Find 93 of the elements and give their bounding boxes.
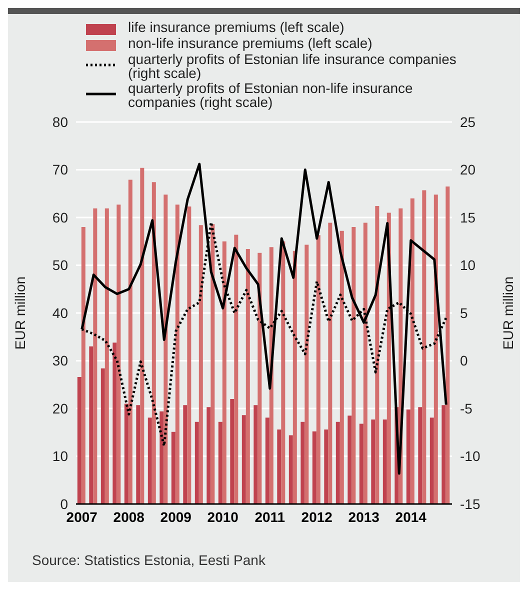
bar — [183, 405, 188, 504]
bar — [324, 430, 328, 504]
bar — [359, 424, 364, 504]
bar — [100, 368, 105, 504]
x-tick-label: 2011 — [254, 508, 286, 525]
bar — [312, 431, 316, 504]
y2-tick-label: 10 — [460, 257, 476, 274]
bar — [418, 407, 422, 504]
bar — [254, 405, 258, 504]
x-tick-label: 2008 — [113, 508, 145, 525]
bar — [148, 418, 152, 504]
y2-tick-label: -10 — [460, 448, 480, 464]
bar — [140, 168, 144, 504]
y-tick-label: 30 — [52, 352, 68, 369]
bar — [160, 411, 164, 504]
bar — [112, 342, 117, 504]
x-tick-label: 2014 — [395, 508, 427, 525]
bar — [222, 241, 226, 504]
bar — [304, 244, 309, 504]
bar — [116, 204, 121, 504]
bar — [187, 206, 192, 504]
bar — [336, 422, 340, 504]
bar — [242, 415, 246, 504]
legend-label: quarterly profits of Estonian life insurance companies (right scale) — [128, 51, 458, 81]
y-tick-label: 0 — [60, 496, 68, 512]
legend-label: life insurance premiums (left scale) — [128, 19, 344, 35]
y2-tick-label: 20 — [460, 162, 476, 178]
bar — [292, 250, 297, 504]
y2-tick-label: -5 — [460, 400, 473, 416]
legend-label: non-life insurance premiums (left scale) — [128, 35, 372, 51]
x-tick-label: 2010 — [207, 508, 239, 525]
bar — [446, 186, 450, 504]
bar — [340, 230, 344, 504]
y-tick-label: 80 — [52, 114, 68, 130]
bar — [316, 235, 320, 504]
bar — [175, 204, 180, 504]
bar — [81, 227, 86, 504]
y-tick-label: 70 — [52, 162, 68, 178]
bar — [218, 422, 222, 504]
x-tick-label: 2012 — [301, 508, 333, 525]
bar — [382, 419, 387, 504]
bar — [371, 419, 376, 504]
y2-tick-label: 25 — [460, 114, 476, 130]
x-tick-label: 2013 — [348, 508, 380, 525]
bar — [288, 435, 293, 504]
bar — [410, 198, 414, 504]
bar — [434, 194, 438, 504]
bar — [265, 418, 270, 504]
bar — [246, 249, 250, 504]
bar — [277, 430, 282, 504]
legend-label: quarterly profits of Estonian non-life insurance companies (right scale) — [128, 80, 414, 110]
bar — [328, 222, 332, 504]
bar — [258, 252, 262, 504]
y2-tick-label: 0 — [460, 352, 468, 369]
bar — [430, 418, 434, 504]
y2-axis-title: EUR million — [500, 276, 516, 350]
bar — [93, 208, 98, 504]
y-tick-label: 40 — [52, 304, 68, 321]
bar — [422, 190, 426, 504]
bar — [198, 225, 203, 504]
bar — [234, 234, 238, 504]
x-tick-label: 2007 — [66, 508, 98, 525]
y-axis-title: EUR million — [12, 276, 28, 350]
bar — [352, 227, 356, 504]
bar — [128, 180, 132, 504]
y-tick-label: 20 — [52, 400, 68, 416]
y-tick-label: 60 — [52, 209, 68, 226]
bar — [348, 416, 352, 504]
y-tick-label: 10 — [52, 448, 68, 464]
bar — [300, 422, 305, 504]
bar — [210, 224, 215, 504]
bar — [152, 182, 156, 504]
x-tick-label: 2009 — [160, 508, 192, 525]
y2-tick-label: 5 — [460, 304, 468, 321]
bar — [124, 404, 128, 504]
bar — [363, 222, 368, 504]
bar — [206, 407, 211, 504]
bar — [136, 405, 140, 504]
bar — [164, 194, 168, 504]
source-note: Source: Statistics Estonia, Eesti Pank — [32, 552, 266, 568]
bar — [375, 206, 380, 504]
y2-tick-label: -15 — [460, 496, 480, 512]
y2-tick-label: 15 — [460, 209, 476, 226]
bar — [281, 241, 286, 504]
bar — [442, 405, 446, 504]
y-tick-label: 50 — [52, 257, 68, 274]
bar — [194, 422, 199, 504]
bar — [406, 409, 410, 504]
bar — [89, 346, 94, 504]
bar — [171, 432, 176, 504]
bar — [230, 398, 234, 504]
bar — [77, 376, 82, 504]
bar — [104, 208, 109, 504]
